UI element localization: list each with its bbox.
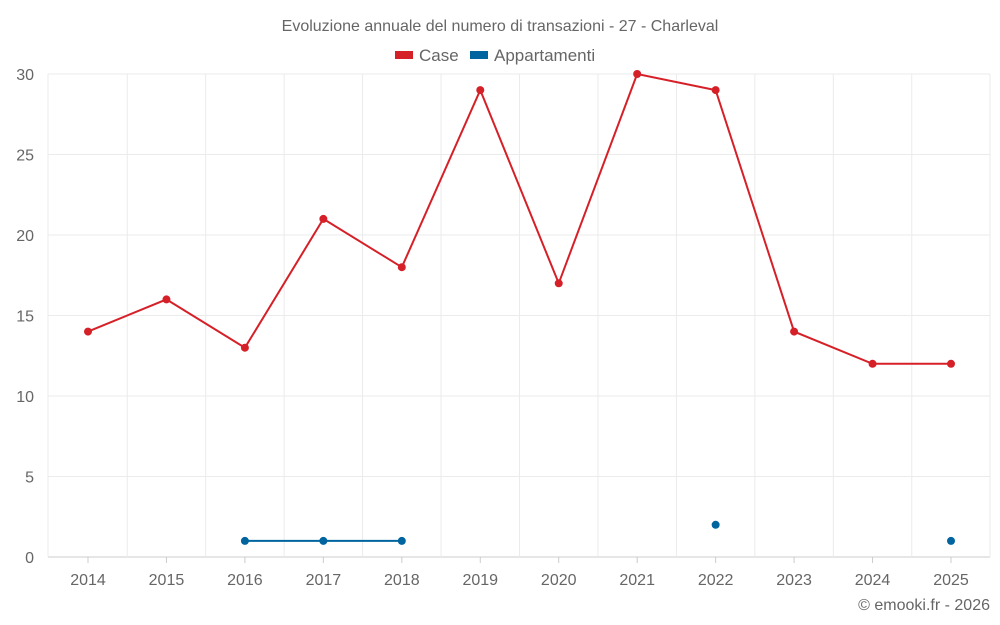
x-tick-label: 2017 [306, 572, 342, 589]
y-tick-label: 5 [25, 470, 34, 487]
series [84, 70, 955, 545]
x-tick-label: 2016 [227, 572, 263, 589]
x-tick-label: 2019 [462, 572, 498, 589]
data-point-appartamenti-2018 [397, 536, 406, 545]
copyright-credit: © emooki.fr - 2026 [858, 597, 990, 614]
series-line-case [87, 72, 951, 365]
legend-label-case: Case [419, 46, 459, 65]
x-tick-label: 2024 [855, 572, 891, 589]
data-point-appartamenti-2016 [240, 536, 249, 545]
y-tick-label: 20 [16, 228, 34, 245]
x-tick-label: 2021 [619, 572, 655, 589]
x-tick-label: 2018 [384, 572, 420, 589]
x-tick-label: 2025 [933, 572, 969, 589]
data-point-appartamenti-2017 [319, 536, 328, 545]
grid [47, 73, 991, 558]
legend-label-appartamenti: Appartamenti [494, 46, 595, 65]
data-point-case-2023 [790, 327, 799, 336]
x-tick-label: 2023 [776, 572, 812, 589]
y-tick-label: 25 [16, 148, 34, 165]
legend: Case Appartamenti [395, 46, 595, 65]
data-point-appartamenti-2025 [947, 536, 955, 545]
data-point-case-2018 [397, 263, 406, 272]
y-tick-label: 10 [16, 389, 34, 406]
data-point-case-2022 [711, 86, 720, 95]
chart-title: Evoluzione annuale del numero di transaz… [282, 18, 719, 35]
data-point-case-2020 [554, 279, 563, 288]
data-point-case-2016 [240, 343, 249, 352]
data-point-case-2014 [84, 327, 92, 336]
x-tick-label: 2022 [698, 572, 734, 589]
x-tick-label: 2014 [70, 572, 106, 589]
legend-swatch-appartamenti [470, 51, 488, 59]
y-tick-label: 15 [16, 309, 34, 326]
y-tick-label: 0 [25, 550, 34, 567]
data-point-appartamenti-2022 [711, 520, 720, 529]
data-point-case-2017 [319, 214, 328, 223]
x-tick-label: 2020 [541, 572, 577, 589]
y-tick-label: 30 [16, 67, 34, 84]
data-point-case-2021 [633, 70, 642, 78]
data-point-case-2025 [947, 359, 955, 368]
x-tick-label: 2015 [149, 572, 185, 589]
legend-swatch-case [395, 51, 413, 59]
data-point-case-2024 [868, 359, 877, 368]
data-point-case-2015 [162, 295, 171, 304]
data-point-case-2019 [476, 86, 485, 95]
